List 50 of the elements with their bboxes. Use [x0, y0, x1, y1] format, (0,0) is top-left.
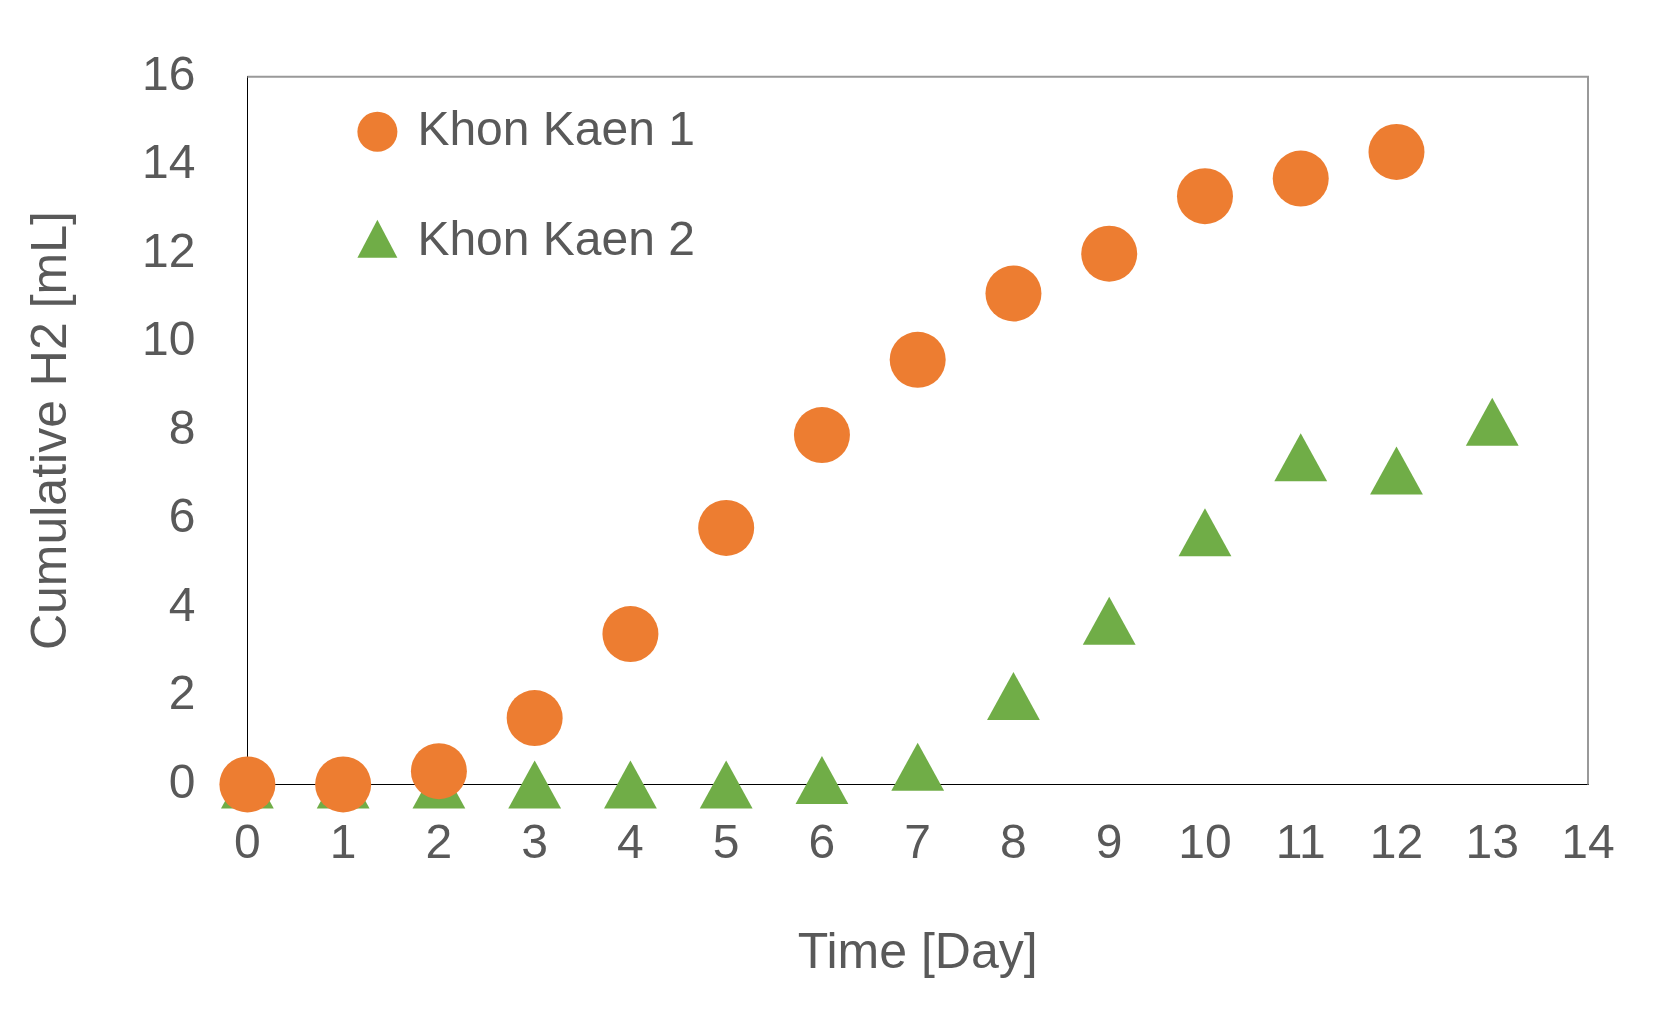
y-tick-label: 2: [168, 666, 196, 720]
y-tick-label: 12: [142, 223, 196, 277]
point: [795, 755, 849, 804]
point: [1274, 433, 1328, 482]
y-tick-label: 0: [168, 754, 196, 808]
x-tick-label: 13: [1465, 815, 1519, 869]
point: [987, 671, 1040, 720]
point: [793, 407, 850, 464]
y-tick-label: 8: [168, 400, 196, 454]
point: [1368, 123, 1425, 180]
point: [604, 760, 657, 809]
x-tick-label: 0: [234, 815, 261, 869]
point: [985, 265, 1042, 322]
point: [1370, 446, 1423, 495]
point: [410, 743, 467, 800]
x-tick-label: 14: [1561, 815, 1615, 869]
point: [1176, 168, 1233, 225]
x-tick-label: 4: [617, 815, 644, 869]
point: [699, 760, 753, 809]
x-tick-label: 8: [1000, 815, 1027, 869]
point: [889, 331, 946, 388]
y-tick-label: 16: [142, 47, 196, 101]
x-tick-label: 9: [1095, 815, 1123, 869]
legend-label: Khon Kaen 1: [417, 102, 695, 156]
point: [1081, 225, 1138, 282]
point: [698, 499, 755, 556]
x-tick-label: 11: [1275, 815, 1326, 869]
y-axis-title: Cumulative H2 [mL]: [20, 211, 77, 651]
x-tick-label: 6: [808, 815, 836, 869]
point: [602, 606, 659, 663]
x-tick-label: 1: [329, 815, 357, 869]
x-tick-label: 2: [425, 815, 453, 869]
x-tick-label: 7: [904, 815, 932, 869]
y-tick-label: 10: [142, 312, 196, 366]
y-tick-label: 14: [142, 135, 196, 189]
x-axis-title: Time [Day]: [797, 922, 1038, 979]
legend-label: Khon Kaen 2: [417, 212, 695, 266]
point: [508, 760, 562, 809]
x-tick-label: 3: [521, 815, 549, 869]
x-tick-label: 5: [712, 815, 740, 869]
point: [1272, 150, 1329, 207]
point: [891, 742, 945, 791]
x-tick-label: 10: [1178, 815, 1232, 869]
x-tick-label: 12: [1369, 815, 1424, 869]
point: [1465, 397, 1519, 446]
y-tick-label: 4: [168, 577, 196, 631]
point: [1082, 596, 1136, 645]
point: [1178, 508, 1232, 557]
point: [506, 690, 563, 747]
y-tick-label: 6: [168, 489, 196, 543]
